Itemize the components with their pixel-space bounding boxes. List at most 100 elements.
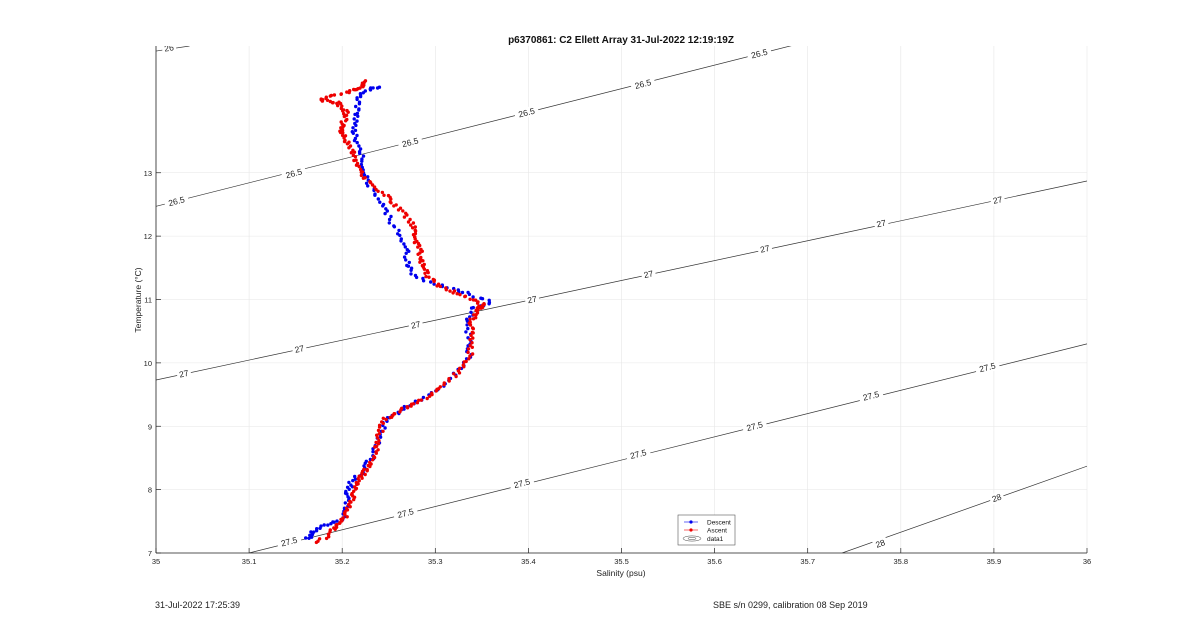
descent-point (471, 295, 475, 299)
descent-point (357, 144, 361, 148)
legend: Descent Ascent data1 (677, 514, 736, 546)
ascent-point (376, 436, 380, 440)
ascent-point (419, 398, 423, 402)
ascent-point (347, 140, 351, 144)
ascent-point (463, 294, 468, 298)
contour-label: 27 (759, 243, 771, 255)
contour-label: 26.5 (634, 77, 653, 91)
descent-point (377, 85, 382, 89)
x-tick-label: 35.2 (335, 557, 350, 566)
legend-ascent-marker (689, 528, 693, 532)
ascent-point (467, 357, 471, 361)
ascent-point (376, 448, 380, 452)
descent-point (308, 533, 312, 537)
ascent-point (468, 354, 472, 358)
ascent-point (438, 385, 442, 389)
ascent-point (409, 223, 413, 227)
y-tick-label: 7 (148, 549, 152, 558)
ascent-point (431, 277, 435, 282)
ascent-point (458, 292, 462, 297)
ascent-point (343, 134, 348, 138)
ascent-point (377, 438, 381, 443)
descent-point (319, 524, 323, 528)
descent-point (362, 464, 366, 468)
contour-label-bg (988, 490, 1005, 505)
ascent-point (427, 275, 431, 279)
descent-point (360, 157, 364, 161)
ascent-point (380, 420, 384, 424)
descent-point (456, 288, 460, 292)
ascent-point (366, 463, 370, 468)
ascent-point (482, 302, 486, 306)
ascent-point (452, 289, 457, 293)
descent-point (466, 290, 470, 295)
contour-label: 27 (526, 294, 538, 306)
ascent-point (363, 79, 368, 83)
descent-point (402, 255, 407, 259)
ascent-point (357, 164, 361, 169)
x-tick-label: 36 (1083, 557, 1091, 566)
descent-point (355, 133, 359, 138)
ascent-point (359, 167, 363, 172)
contour-label-bg (746, 46, 773, 62)
ascent-point (400, 406, 404, 410)
y-tick-label: 11 (144, 296, 152, 305)
contour-label: 26 (164, 42, 175, 53)
contour-label-bg (524, 293, 541, 306)
descent-point (405, 248, 409, 252)
descent-point (343, 501, 347, 505)
ascent-point (329, 93, 334, 98)
ascent-point (447, 377, 451, 381)
descent-point (356, 114, 360, 119)
ascent-point (468, 343, 472, 348)
contour-label-bg (163, 193, 190, 210)
ascent-point (410, 226, 415, 230)
ascent-point (408, 217, 412, 222)
ascent-point (413, 231, 418, 236)
contour-label: 27 (410, 319, 422, 331)
footer-sensor-info: SBE s/n 0299, calibration 08 Sep 2019 (713, 600, 868, 610)
ascent-point (458, 366, 462, 370)
ascent-point (394, 203, 398, 207)
contour-label-bg (630, 76, 656, 92)
x-tick-label: 35.7 (800, 557, 815, 566)
ascent-point (360, 170, 365, 174)
ascent-point (448, 289, 452, 293)
y-tick-label: 10 (144, 359, 152, 368)
ascent-point (472, 313, 476, 317)
ascent-point (377, 423, 382, 427)
ascent-point (417, 398, 421, 402)
contour-label-bg (280, 165, 307, 182)
descent-point (350, 130, 354, 134)
ascent-point (354, 158, 358, 162)
ascent-point (456, 369, 461, 373)
descent-point (369, 86, 373, 90)
descent-point (378, 200, 382, 204)
ascent-point (436, 282, 441, 286)
ascent-point (377, 432, 381, 436)
ascent-point (452, 372, 456, 376)
descent-point (347, 480, 351, 485)
descent-point (351, 126, 355, 130)
descent-point (357, 100, 362, 104)
ascent-point (474, 316, 478, 320)
descent-point (354, 104, 358, 109)
ascent-point (328, 528, 332, 532)
descent-point (466, 326, 470, 331)
x-tick-label: 35 (152, 557, 160, 566)
contour-label: 27.5 (629, 447, 648, 461)
descent-point (464, 330, 468, 334)
descent-point (358, 147, 363, 151)
ascent-point (477, 304, 481, 308)
x-tick-label: 35.3 (428, 557, 443, 566)
x-tick-label: 35.4 (521, 557, 536, 566)
descent-point (353, 477, 358, 481)
descent-point (357, 150, 362, 154)
ascent-point (363, 176, 367, 180)
descent-point (364, 181, 369, 185)
descent-point (363, 89, 367, 93)
ascent-point (419, 247, 423, 252)
ascent-point (345, 108, 349, 113)
